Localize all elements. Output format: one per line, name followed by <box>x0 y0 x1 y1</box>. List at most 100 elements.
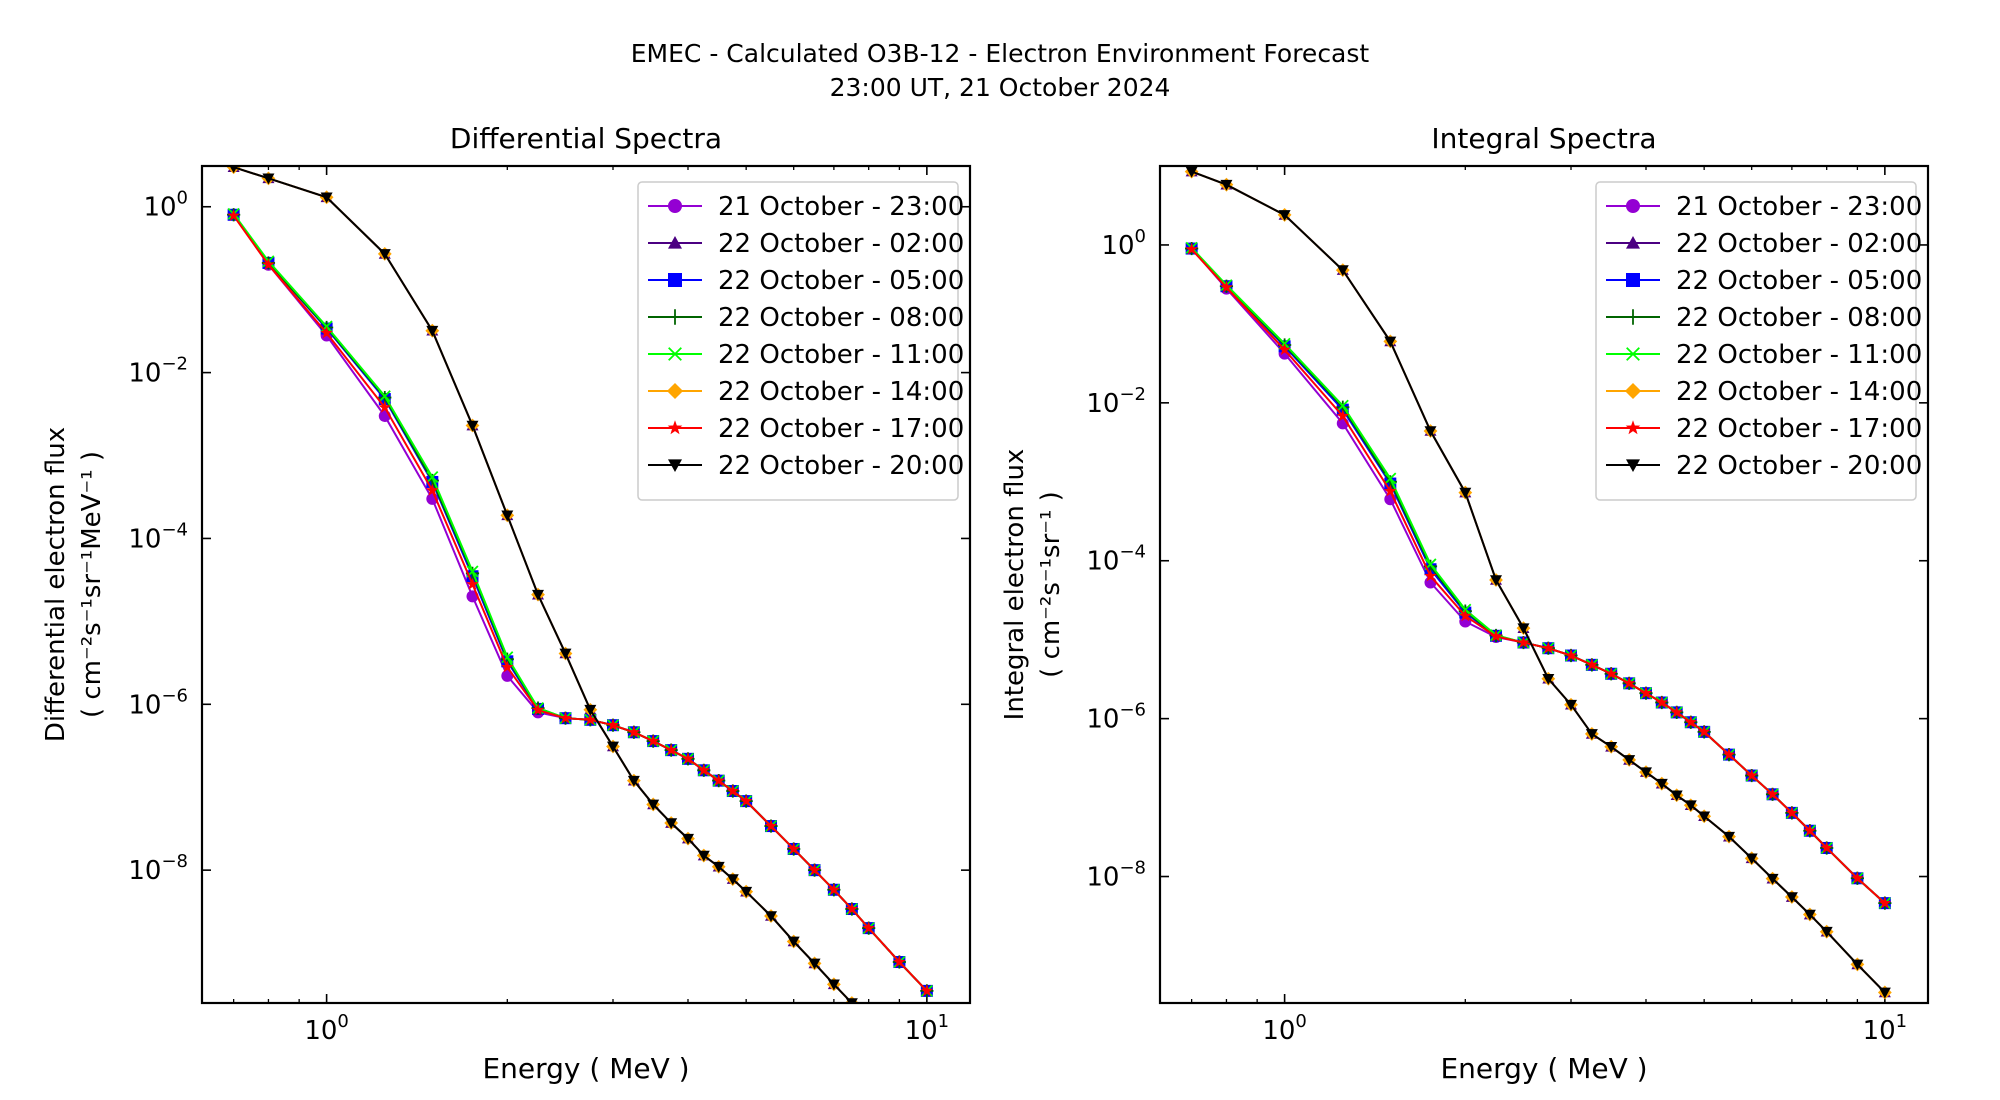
data-point <box>787 936 800 948</box>
data-point <box>1585 658 1599 671</box>
data-point <box>808 863 821 876</box>
legend-marker <box>666 382 684 400</box>
x-axis-label: Energy ( MeV ) <box>482 1052 689 1085</box>
legend: 21 October - 23:00 22 October - 02:00 22 O… <box>637 181 964 501</box>
figure-title-line1: EMEC - Calculated O3B-12 - Electron Envi… <box>631 39 1370 68</box>
y-tick-label: 10−6 <box>128 685 188 720</box>
x-tick-label: 100 <box>1262 1011 1307 1046</box>
y-tick-label-exponent: −8 <box>161 851 188 872</box>
data-point <box>863 1015 875 1026</box>
figure-title-line2: 23:00 UT, 21 October 2024 <box>830 73 1171 102</box>
data-point <box>697 763 711 776</box>
data-point <box>1684 800 1697 812</box>
y-tick-label: 100 <box>1101 226 1146 261</box>
data-point <box>1517 623 1530 635</box>
data-point <box>1639 686 1653 699</box>
legend-label: 22 October - 02:00 <box>718 229 964 259</box>
data-point <box>584 704 597 716</box>
data-point <box>920 984 934 997</box>
legend-frame <box>1595 181 1917 501</box>
data-point <box>1639 767 1652 779</box>
data-point <box>764 819 778 832</box>
data-point <box>726 784 740 797</box>
y-tick-label-base: 10 <box>128 524 161 554</box>
legend-marker <box>1625 309 1641 325</box>
legend-marker <box>1626 347 1640 361</box>
y-tick-label-exponent: −4 <box>1119 542 1146 563</box>
data-point <box>466 577 479 590</box>
legend-label: 22 October - 11:00 <box>718 340 964 370</box>
legend-label: 22 October - 08:00 <box>718 303 964 333</box>
data-point <box>1605 741 1618 753</box>
legend-label: 22 October - 11:00 <box>1676 340 1922 370</box>
data-point <box>1604 667 1618 680</box>
plot-frame <box>1158 164 1930 1005</box>
y-tick-label-exponent: −6 <box>1119 700 1146 721</box>
data-point <box>787 842 800 855</box>
data-point <box>739 794 753 807</box>
legend-marker <box>1626 199 1640 213</box>
x-tick-label-base: 10 <box>905 1016 938 1046</box>
data-point <box>697 850 710 862</box>
legend-marker <box>1626 236 1640 249</box>
data-point <box>627 725 641 738</box>
data-point <box>1851 871 1864 884</box>
x-tick-label-exponent: 0 <box>337 1011 348 1032</box>
data-point <box>1490 575 1503 587</box>
data-point <box>426 325 439 337</box>
legend-marker <box>1626 459 1640 472</box>
y-tick-label-base: 10 <box>128 359 161 389</box>
data-point <box>320 192 333 204</box>
y-tick-label-base: 10 <box>128 690 161 720</box>
data-point <box>845 998 858 1003</box>
y-tick-label-base: 10 <box>128 856 161 886</box>
data-point <box>1542 673 1555 685</box>
data-point <box>1585 729 1598 740</box>
data-point <box>262 258 275 271</box>
x-tick-label-base: 10 <box>1863 1016 1896 1046</box>
legend-marker <box>668 347 682 361</box>
legend-label: 22 October - 17:00 <box>1676 414 1922 444</box>
y-tick-label: 10−8 <box>128 851 188 886</box>
data-point <box>1489 629 1503 642</box>
data-point <box>1684 715 1698 728</box>
data-point <box>1878 987 1891 999</box>
data-point <box>665 818 678 830</box>
y-tick-label: 100 <box>143 188 188 223</box>
y-axis-unit-label: ( cm⁻²s⁻¹sr⁻¹ ) <box>1036 491 1066 678</box>
data-point <box>1565 699 1578 711</box>
data-point <box>921 1079 933 1090</box>
y-tick-label-base: 10 <box>143 193 176 223</box>
data-point <box>1723 831 1736 843</box>
data-point <box>559 711 572 724</box>
data-point <box>1820 926 1833 938</box>
data-point <box>808 958 821 970</box>
data-point <box>627 775 640 787</box>
data-point <box>920 1078 934 1092</box>
data-point <box>1336 265 1349 277</box>
data-point <box>1336 399 1349 412</box>
data-point <box>646 734 660 747</box>
data-point <box>229 166 238 174</box>
data-point <box>863 1017 875 1028</box>
y-tick-label: 10−8 <box>1086 858 1146 893</box>
data-point <box>681 833 694 845</box>
x-tick-label-exponent: 1 <box>1896 1011 1907 1032</box>
data-point <box>1424 426 1437 437</box>
legend-marker <box>1626 273 1640 287</box>
data-point <box>1336 409 1350 422</box>
plot-area <box>1184 166 1892 1000</box>
data-point <box>1670 790 1683 802</box>
data-point <box>1785 806 1799 819</box>
data-point <box>1655 778 1668 790</box>
data-point <box>1220 179 1233 191</box>
data-point <box>1851 959 1864 971</box>
data-point <box>1697 725 1711 738</box>
data-point <box>1766 787 1779 800</box>
data-point <box>921 1080 933 1091</box>
data-point <box>726 874 739 886</box>
data-point <box>1766 873 1779 885</box>
y-tick-label: 10−4 <box>1086 542 1146 577</box>
